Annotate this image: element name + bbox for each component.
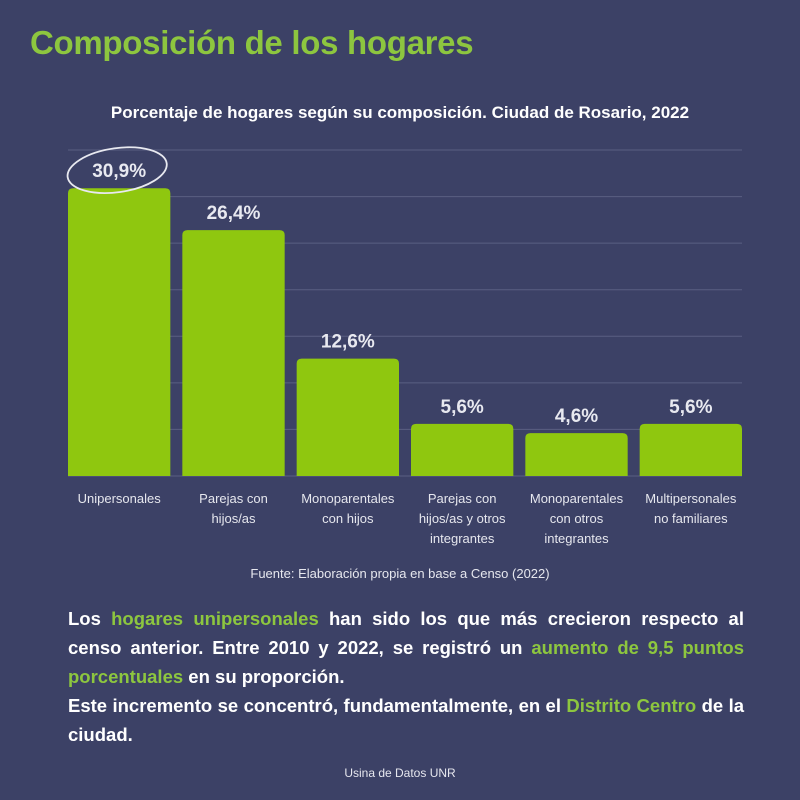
source-note: Fuente: Elaboración propia en base a Cen… [250, 566, 550, 581]
x-tick-label: con hijos [322, 511, 374, 526]
data-label: 5,6% [669, 397, 712, 418]
highlight: aumento de 9,5 puntos porcentuales [68, 637, 745, 687]
data-label: 30,9% [92, 161, 146, 182]
x-tick-label: no familiares [654, 511, 728, 526]
x-tick-label: Parejas con [428, 491, 497, 506]
text: en su proporción. [183, 666, 345, 687]
text: Este incremento se concentró, fundamenta… [68, 695, 567, 716]
data-label: 26,4% [207, 203, 261, 224]
chart-title: Porcentaje de hogares según su composici… [110, 103, 690, 122]
bar [182, 230, 285, 476]
x-tick-label: hijos/as [211, 511, 256, 526]
x-tick-label: con otros [550, 511, 604, 526]
paragraph-1: Los hogares unipersonales han sido los q… [68, 604, 744, 691]
text: Los [68, 608, 112, 629]
bar [68, 188, 171, 476]
x-tick-label: integrantes [430, 531, 495, 546]
highlight-circle [66, 146, 168, 194]
data-label: 5,6% [441, 397, 484, 418]
data-label: 12,6% [321, 332, 375, 353]
x-tick-label: Unipersonales [78, 491, 162, 506]
x-tick-label: Monoparentales [301, 491, 395, 506]
data-label: 4,6% [555, 406, 598, 427]
page-title: Composición de los hogares [30, 24, 474, 61]
x-tick-label: integrantes [544, 531, 609, 546]
paragraph-2: Este incremento se concentró, fundamenta… [68, 691, 744, 749]
x-tick-label: Parejas con [199, 491, 268, 506]
text: han sido los que más crecieron respecto … [68, 608, 744, 658]
bar [639, 423, 742, 476]
highlight: Distrito Centro [566, 695, 697, 716]
x-tick-label: hijos/as y otros [419, 511, 506, 526]
x-tick-label: Multipersonales [645, 491, 737, 506]
highlight: hogares unipersonales [111, 608, 319, 629]
description-text: Los hogares unipersonales han sido los q… [68, 604, 744, 749]
bar [525, 433, 628, 476]
footer-credit: Usina de Datos UNR [344, 766, 456, 780]
bar-chart: 30,9% Unipersonales 26,4% Parejas con hijos/… [66, 146, 742, 546]
text: de la ciudad. [68, 695, 744, 745]
bar [296, 358, 399, 476]
x-tick-label: Monoparentales [530, 491, 624, 506]
bar [411, 423, 514, 476]
